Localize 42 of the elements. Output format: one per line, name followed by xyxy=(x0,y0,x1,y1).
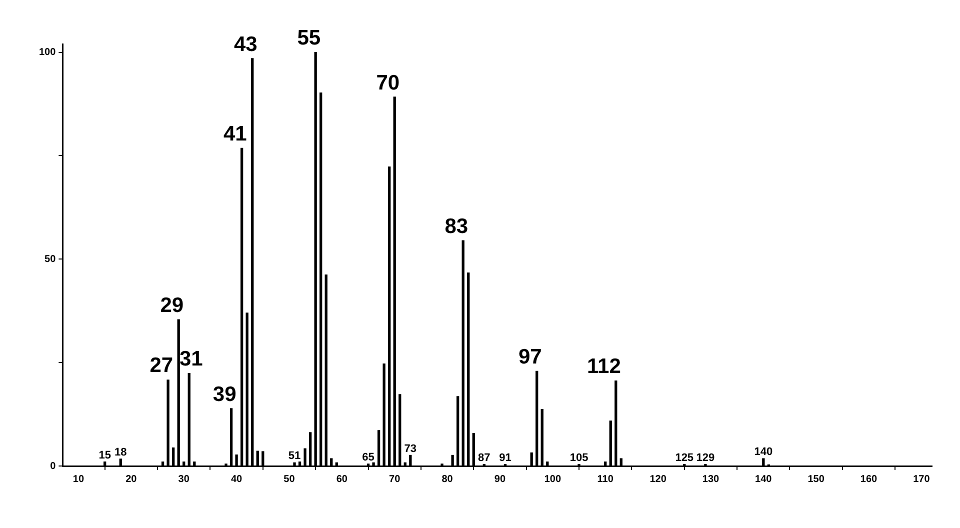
x-tick-label: 170 xyxy=(913,474,930,485)
y-tick-label: 50 xyxy=(44,254,56,265)
annotation: 129 xyxy=(696,452,715,464)
annotation: 112 xyxy=(587,355,621,378)
x-tick-label: 100 xyxy=(544,474,562,485)
x-tick-label: 70 xyxy=(389,474,401,485)
x-tick-label: 110 xyxy=(597,474,614,485)
y-tick-label: 100 xyxy=(38,47,56,58)
x-tick-label: 140 xyxy=(755,474,772,485)
annotation: 83 xyxy=(444,214,468,238)
annotation: 97 xyxy=(518,346,542,369)
x-tick-label: 60 xyxy=(336,474,348,485)
x-tick-label: 150 xyxy=(808,474,825,485)
x-tick-label: 40 xyxy=(230,474,243,485)
annotation: 31 xyxy=(179,348,204,371)
x-tick-label: 80 xyxy=(442,474,454,485)
x-tick-label: 90 xyxy=(494,474,506,485)
annotation: 41 xyxy=(223,122,248,146)
annotation: 55 xyxy=(297,26,321,50)
x-tick-label: 120 xyxy=(650,474,667,485)
x-tick-label: 160 xyxy=(860,474,878,485)
y-tick-label: 0 xyxy=(50,460,56,472)
x-tick-label: 30 xyxy=(178,474,190,485)
annotation: 87 xyxy=(478,452,490,464)
annotation: 15 xyxy=(98,449,111,462)
x-tick-label: 20 xyxy=(126,474,138,485)
x-tick-label: 50 xyxy=(284,474,296,485)
annotation: 27 xyxy=(150,354,174,378)
annotation: 65 xyxy=(362,451,374,464)
annotation: 39 xyxy=(212,382,236,406)
annotation: 125 xyxy=(675,452,694,464)
x-tick-label: 130 xyxy=(702,474,720,485)
annotation: 18 xyxy=(114,446,127,458)
annotation: 73 xyxy=(404,442,417,455)
annotation: 70 xyxy=(376,71,400,94)
annotation: 29 xyxy=(160,294,184,317)
annotation: 91 xyxy=(499,452,512,464)
x-tick-label: 10 xyxy=(72,474,84,485)
annotation: 105 xyxy=(570,452,588,464)
annotation: 140 xyxy=(754,446,773,458)
annotation: 51 xyxy=(288,450,301,462)
annotation: 43 xyxy=(234,32,258,56)
